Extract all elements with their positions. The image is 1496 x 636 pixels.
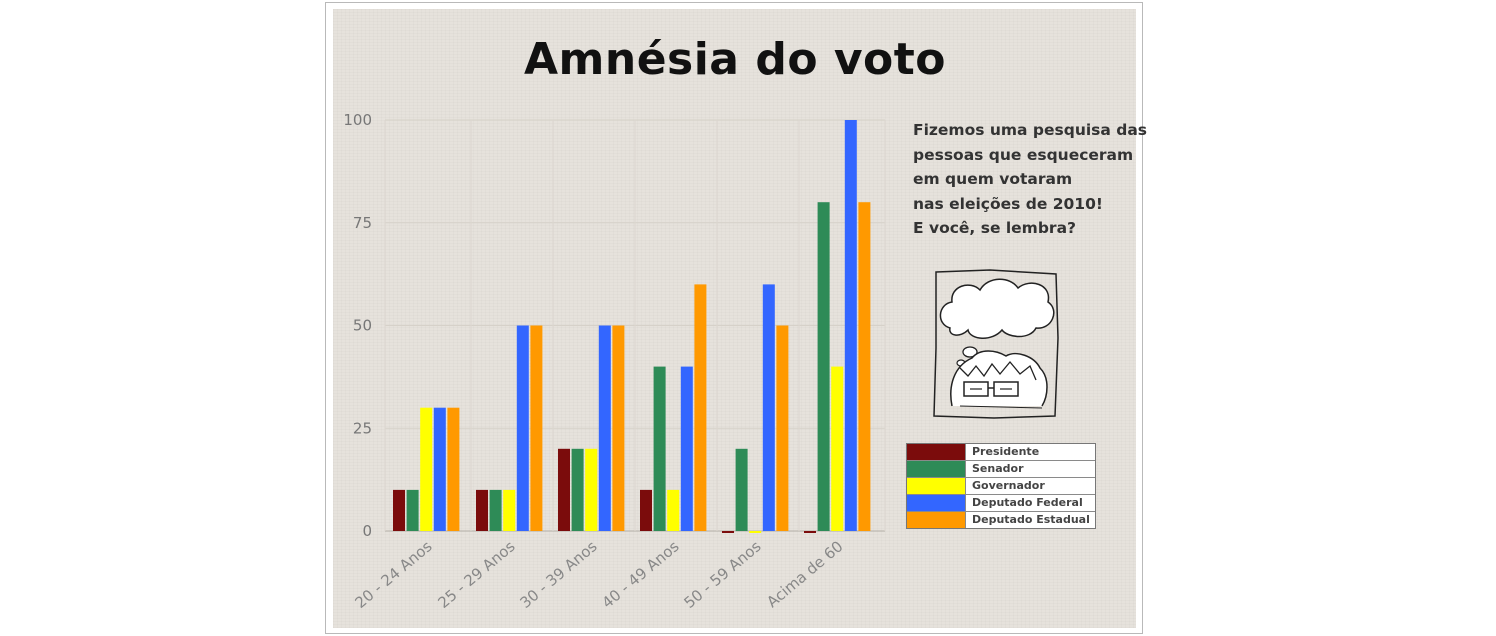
y-tick-label: 25 [353,419,372,437]
thinking-person-drawing [933,269,1059,419]
bar-senador [571,448,584,531]
bar-deputado-federal [433,407,446,531]
y-tick-label: 50 [353,317,372,335]
x-tick-label: 50 - 59 Anos [680,537,764,612]
legend-item: Governador [907,478,1095,495]
bar-senador [653,366,666,531]
bar-deputado-federal [762,284,775,531]
bar-deputado-federal [598,325,611,531]
bar-deputado-estadual [612,325,625,531]
note-line: Fizemos uma pesquisa das [913,121,1148,139]
bar-senador [489,489,502,531]
bar-presidente [558,448,570,531]
legend-label: Governador [972,479,1045,492]
legend-swatch [907,512,966,528]
legend-swatch [907,461,966,477]
note-line: nas eleições de 2010! [913,194,1103,213]
y-tick-label: 100 [343,111,372,129]
bar-governador [585,448,598,531]
legend-swatch [907,444,966,460]
bar-deputado-estadual [694,284,707,531]
y-tick-label: 0 [362,522,372,540]
y-tick-label: 75 [353,214,372,232]
bar-governador [503,489,516,531]
chart-title: Amnésia do voto [523,34,947,85]
x-tick-label: 25 - 29 Anos [434,537,518,612]
legend-label: Presidente [972,445,1040,458]
bar-deputado-federal [844,120,857,531]
bar-senador [406,489,419,531]
legend-item: Senador [907,461,1095,478]
bar-deputado-federal [680,366,693,531]
bar-deputado-estadual [776,325,789,531]
bar-presidente [640,489,652,531]
bar-senador [817,202,830,531]
x-tick-label: Acima de 60 [763,537,846,611]
note-line: pessoas que esqueceram [913,145,1134,164]
bar-presidente [476,489,488,531]
bar-governador [420,407,433,531]
x-tick-label: 20 - 24 Anos [351,537,435,612]
legend-item: Presidente [907,444,1095,461]
x-tick-label: 40 - 49 Anos [598,537,682,612]
bar-deputado-estadual [858,202,871,531]
bar-governador [749,531,762,533]
legend-item: Deputado Estadual [907,512,1095,528]
legend-label: Deputado Federal [972,496,1083,509]
bar-presidente [393,489,405,531]
legend-swatch [907,478,966,494]
bar-governador [831,366,844,531]
bar-governador [667,489,680,531]
x-tick-label: 30 - 39 Anos [516,537,600,612]
note-line: E você, se lembra? [913,219,1077,237]
legend-swatch [907,495,966,511]
bar-deputado-estadual [530,325,543,531]
legend-label: Deputado Estadual [972,513,1090,526]
bar-deputado-federal [516,325,529,531]
bar-senador [735,448,748,531]
bar-presidente [804,531,816,533]
note-text: Fizemos uma pesquisa das pessoas que esq… [913,118,1148,241]
legend-label: Senador [972,462,1024,475]
legend-item: Deputado Federal [907,495,1095,512]
bar-presidente [722,531,734,533]
note-line: em quem votaram [913,170,1073,188]
bar-deputado-estadual [447,407,460,531]
chart-legend: Presidente Senador Governador Deputado Fede… [906,443,1096,529]
